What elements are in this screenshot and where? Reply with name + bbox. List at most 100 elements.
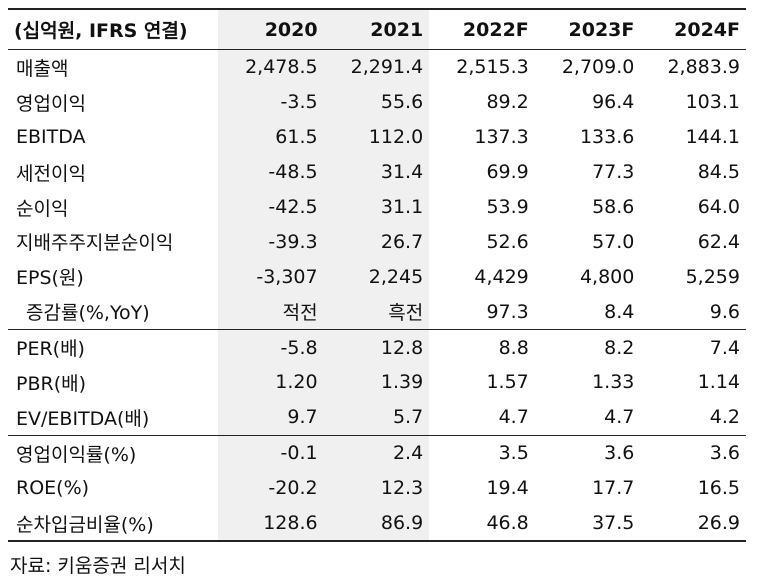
year-header: 2023F (534, 8, 641, 50)
cell-value: 2,291.4 (323, 49, 430, 85)
row-label: 증감률(%,YoY) (8, 294, 218, 331)
table-row: 매출액 2,478.5 2,291.4 2,515.3 2,709.0 2,883.9 (8, 49, 746, 85)
table-row: EV/EBITDA(배) 9.7 5.7 4.7 4.7 4.2 (8, 399, 746, 436)
cell-value: 4.7 (429, 399, 535, 436)
cell-value: 4.2 (640, 399, 746, 436)
cell-value: 2,883.9 (667, 56, 740, 79)
cell-value: 4,429 (474, 265, 529, 288)
cell-value: 58.6 (592, 196, 635, 218)
table-row: 영업이익 -3.5 55.6 89.2 96.4 103.1 (8, 84, 746, 120)
cell-value: 77.3 (592, 161, 635, 184)
cell-value: 57.0 (592, 230, 635, 253)
table-row: 지배주주지분순이익 -39.3 26.7 52.6 57.0 62.4 (8, 224, 746, 260)
row-label: 영업이익률(%) (16, 443, 137, 466)
cell-value: 2.4 (323, 435, 430, 471)
cell-value: 84.5 (697, 161, 740, 184)
cell-value: -20.2 (218, 470, 324, 506)
year-header: 2021 (323, 8, 430, 50)
table-row: ROE(%) -20.2 12.3 19.4 17.7 16.5 (8, 470, 746, 506)
cell-value: 53.9 (486, 196, 529, 218)
row-label: 영업이익 (16, 92, 86, 115)
cell-value: 26.9 (640, 505, 746, 543)
cell-value: 4.7 (534, 399, 641, 436)
cell-value: -48.5 (218, 154, 324, 190)
cell-value: 62.4 (697, 230, 740, 253)
cell-value: -42.5 (218, 189, 324, 225)
row-label: EBITDA (16, 126, 86, 149)
cell-value: 61.5 (218, 119, 324, 155)
cell-value: 9.6 (640, 294, 746, 331)
cell-value: -0.1 (218, 435, 324, 471)
cell-value: 97.3 (429, 294, 535, 331)
row-label: ROE(%) (16, 477, 90, 500)
table-row: 세전이익 -48.5 31.4 69.9 77.3 84.5 (8, 154, 746, 190)
cell-value: 2,709.0 (561, 56, 635, 79)
cell-value: 89.2 (486, 91, 529, 114)
cell-value: 1.20 (218, 365, 324, 400)
cell-value: 86.9 (323, 505, 430, 543)
cell-value: 19.4 (486, 477, 529, 500)
row-label: EPS(원) (16, 267, 84, 290)
table-row: EBITDA 61.5 112.0 137.3 133.6 144.1 (8, 119, 746, 155)
table-row: 순이익 -42.5 31.1 53.9 58.6 64.0 (8, 189, 746, 225)
cell-value: 9.7 (218, 399, 324, 436)
cell-value: 17.7 (592, 477, 635, 500)
table-row: EPS(원) -3,307 2,245 4,429 4,800 5,259 (8, 259, 746, 295)
cell-value: 37.5 (534, 505, 641, 543)
cell-value: 12.8 (323, 329, 430, 366)
table-row: PER(배) -5.8 12.8 8.8 8.2 7.4 (8, 329, 746, 366)
cell-value: 2,515.3 (456, 56, 529, 79)
cell-value: -39.3 (218, 224, 324, 260)
cell-value: 2,478.5 (218, 49, 324, 85)
cell-value: 26.7 (323, 224, 430, 260)
cell-value: 8.4 (534, 294, 641, 331)
table-row: 순차입금비율(%) 128.6 86.9 46.8 37.5 26.9 (8, 505, 746, 543)
cell-value: 16.5 (697, 477, 740, 500)
cell-value: 8.8 (498, 336, 529, 359)
cell-value: 3.5 (498, 442, 529, 465)
cell-value: 12.3 (323, 470, 430, 506)
cell-value: 8.2 (604, 336, 635, 359)
cell-value: 137.3 (474, 126, 529, 149)
cell-value: 96.4 (592, 91, 635, 114)
cell-value: 7.4 (709, 336, 740, 359)
row-label: 지배주주지분순이익 (16, 232, 174, 255)
cell-value: 3.6 (709, 442, 740, 465)
row-label: 순이익 (16, 197, 69, 220)
cell-value: 133.6 (579, 126, 635, 149)
cell-value: 1.57 (486, 371, 529, 394)
cell-value: -5.8 (218, 329, 324, 366)
cell-value: 1.39 (323, 365, 430, 400)
row-label: 매출액 (16, 57, 69, 80)
cell-value: 4,800 (579, 265, 635, 288)
cell-value: 1.14 (697, 371, 740, 394)
cell-value: 64.0 (697, 196, 740, 218)
cell-value: 2,245 (323, 259, 430, 295)
cell-value: 흑전 (323, 294, 430, 331)
cell-value: 46.8 (429, 505, 535, 543)
cell-value: 3.6 (604, 442, 635, 465)
year-header: 2020 (218, 8, 324, 50)
cell-value: 103.1 (685, 91, 740, 114)
source-note: 자료: 키움증권 리서치 (10, 555, 186, 577)
financial-table: (십억원, IFRS 연결) 2020 2021 2022F 2023F 202… (8, 8, 746, 543)
row-label: PBR(배) (16, 372, 86, 395)
cell-value: 적전 (218, 294, 324, 331)
row-label: 순차입금비율(%) (8, 505, 218, 543)
cell-value: 55.6 (323, 84, 430, 120)
cell-value: 5,259 (685, 265, 740, 288)
row-label: PER(배) (16, 338, 85, 361)
row-label: EV/EBITDA(배) (8, 399, 218, 436)
cell-value: -3,307 (218, 259, 324, 295)
table-row: 영업이익률(%) -0.1 2.4 3.5 3.6 3.6 (8, 435, 746, 471)
table-row: PBR(배) 1.20 1.39 1.57 1.33 1.14 (8, 365, 746, 400)
cell-value: -3.5 (218, 84, 324, 120)
cell-value: 144.1 (685, 126, 740, 149)
cell-value: 1.33 (592, 371, 635, 394)
cell-value: 128.6 (218, 505, 324, 543)
cell-value: 112.0 (323, 119, 430, 155)
cell-value: 52.6 (486, 230, 529, 253)
table-row: 증감률(%,YoY) 적전 흑전 97.3 8.4 9.6 (8, 294, 746, 331)
cell-value: 31.1 (323, 189, 430, 225)
